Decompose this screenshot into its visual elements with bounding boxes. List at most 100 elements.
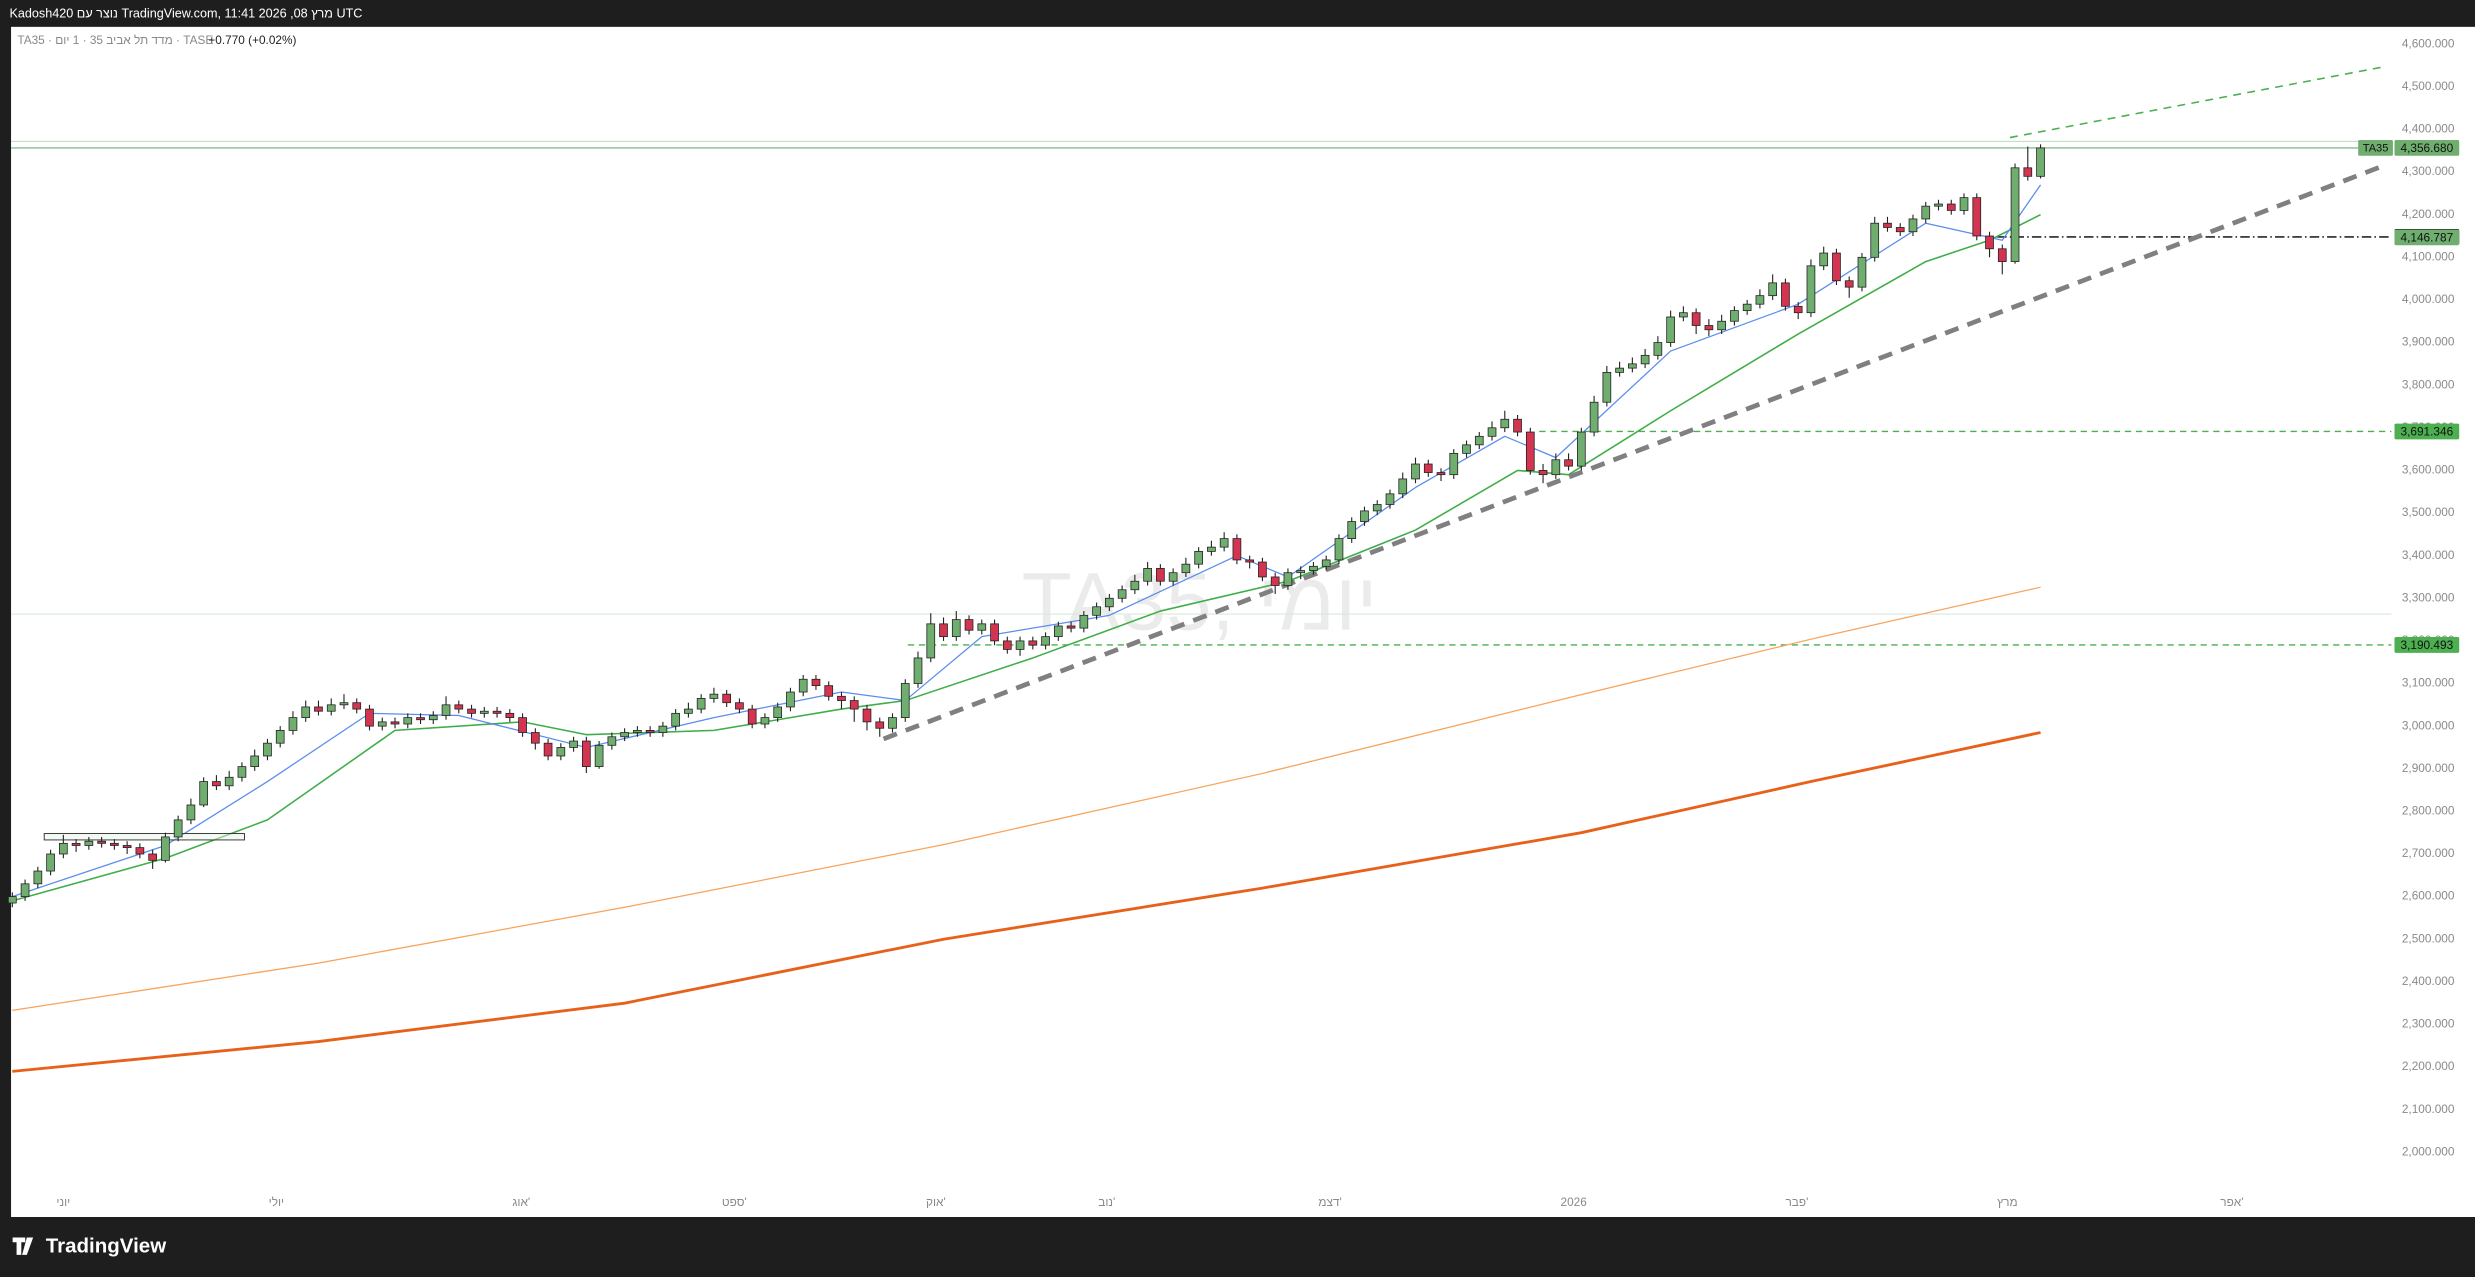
candle-body — [1423, 463, 1433, 473]
candle-body — [1117, 589, 1127, 599]
x-tick-label: ספט' — [722, 1195, 747, 1209]
candle-body — [951, 619, 961, 638]
candle-body — [377, 721, 387, 727]
candle-body — [288, 717, 298, 731]
candle-body — [186, 804, 196, 821]
candle-body — [428, 715, 438, 721]
candle-body — [1156, 568, 1165, 582]
candle-body — [1679, 312, 1688, 318]
x-tick-label: יוני — [56, 1195, 70, 1209]
candle-body — [1462, 444, 1471, 454]
candle-body — [1959, 197, 1969, 211]
y-tick-label: 2,500.000 — [2402, 931, 2455, 945]
price-tag — [2394, 140, 2460, 156]
x-tick-label: אפר' — [2220, 1195, 2243, 1209]
candle-body — [148, 853, 157, 861]
candle-body — [1232, 538, 1242, 561]
candle-body — [1321, 559, 1331, 567]
y-tick-label: 2,300.000 — [2402, 1017, 2455, 1031]
candle-body — [1015, 640, 1025, 650]
candle-body — [1819, 252, 1829, 267]
candle-body — [122, 845, 132, 848]
candle-body — [1972, 197, 1982, 237]
candle-body — [352, 702, 362, 710]
candle-body — [849, 700, 859, 710]
candle-body — [569, 740, 578, 748]
candle-body — [1283, 572, 1293, 586]
candle-body — [1130, 580, 1140, 591]
candle-body — [365, 708, 374, 727]
candle-body — [1168, 572, 1178, 582]
y-tick-label: 3,500.000 — [2402, 505, 2455, 519]
candle-body — [1832, 252, 1841, 282]
candle-body — [250, 755, 260, 768]
candle-body — [1207, 546, 1216, 552]
candle-body — [1908, 218, 1918, 233]
candle-body — [237, 766, 247, 778]
x-tick-label: מרץ — [1997, 1195, 2017, 1209]
candle-body — [505, 712, 515, 719]
candle-body — [1334, 538, 1344, 561]
candle-body — [326, 704, 336, 712]
candle-body — [339, 702, 349, 706]
candle-body — [1474, 435, 1484, 446]
candle-body — [1385, 493, 1395, 505]
candle-body — [403, 717, 413, 725]
candle-body — [7, 896, 17, 904]
candle-body — [798, 678, 808, 693]
candle-body — [582, 740, 591, 768]
candle-body — [1092, 606, 1101, 616]
candle-body — [212, 781, 221, 787]
candle-body — [492, 710, 502, 714]
candle-body — [454, 704, 464, 710]
candle-body — [735, 702, 744, 710]
candle-body — [224, 776, 234, 787]
trend-line — [2009, 65, 2387, 139]
candle-body — [314, 706, 323, 712]
symbol-legend: TA35 · מדד תל אביב 35 · 1 יום · TASE — [17, 33, 213, 47]
candle-body — [977, 623, 987, 631]
candle-body — [594, 744, 604, 768]
y-tick-label: 4,500.000 — [2402, 79, 2455, 93]
candle-body — [518, 717, 527, 733]
y-tick-label: 2,900.000 — [2402, 761, 2455, 775]
candle-body — [1487, 427, 1497, 437]
y-tick-label: 2,400.000 — [2402, 974, 2455, 988]
y-tick-label: 2,100.000 — [2402, 1102, 2455, 1116]
candle-body — [1895, 227, 1905, 233]
x-tick-label: אוג' — [512, 1195, 530, 1209]
candle-body — [939, 623, 948, 638]
moving-average — [12, 731, 2041, 1073]
candle-body — [2010, 167, 2020, 262]
candle-body — [1742, 303, 1752, 311]
candle-body — [607, 736, 617, 746]
candle-body — [1921, 205, 1931, 220]
candle-body — [530, 732, 540, 744]
y-tick-label: 3,800.000 — [2402, 377, 2455, 391]
candle-body — [1360, 510, 1369, 522]
candle-body — [1105, 597, 1114, 608]
price-tag-label: 4,146.787 — [2401, 230, 2454, 244]
candle-body — [84, 840, 94, 846]
candle-body — [46, 853, 55, 872]
candle-body — [1245, 559, 1255, 563]
brand-name: TradingView — [46, 1234, 166, 1257]
candle-body — [1730, 310, 1739, 322]
candle-body — [1219, 538, 1229, 548]
candle-body — [1525, 431, 1535, 471]
y-tick-label: 3,400.000 — [2402, 548, 2455, 562]
candle-body — [1143, 568, 1152, 582]
symbol-tag — [2358, 140, 2393, 156]
candle-body — [1270, 576, 1280, 586]
candle-body — [556, 747, 566, 757]
candle-body — [1194, 550, 1203, 565]
candle-body — [1793, 305, 1803, 314]
candle-body — [97, 840, 106, 844]
candle-body — [1717, 320, 1726, 331]
candle-body — [1079, 614, 1089, 629]
candle-body — [1500, 418, 1510, 429]
candle-body — [620, 732, 629, 738]
y-tick-label: 3,000.000 — [2402, 718, 2455, 732]
candle-body — [824, 685, 834, 697]
candle-body — [1436, 472, 1446, 476]
